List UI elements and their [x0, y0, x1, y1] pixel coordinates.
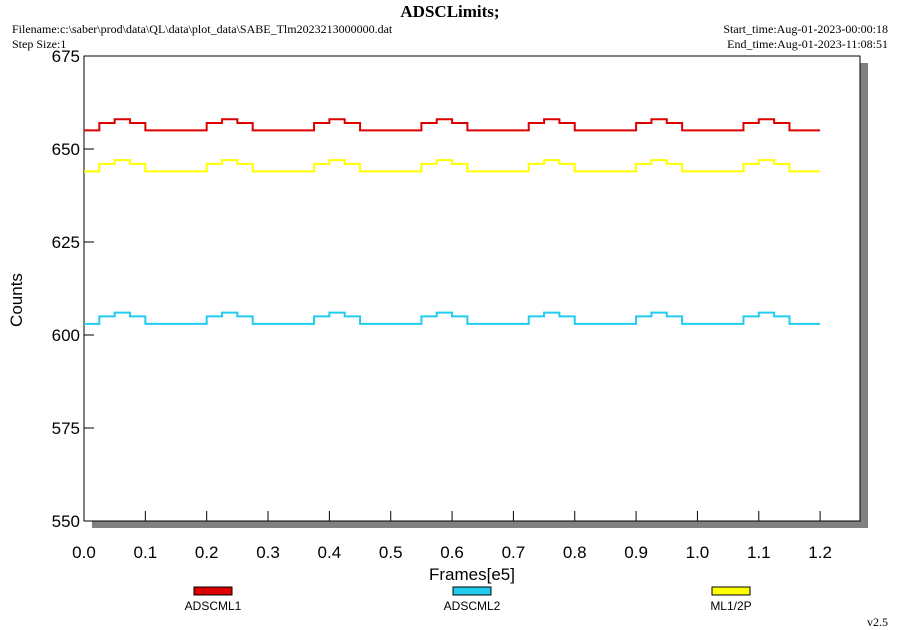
- x-axis-label: Frames[e5]: [429, 565, 515, 584]
- x-tick-label: 0.7: [502, 543, 526, 562]
- x-tick-label: 0.2: [195, 543, 219, 562]
- x-tick-label: 1.2: [808, 543, 832, 562]
- y-tick-label: 625: [52, 233, 80, 252]
- y-tick-label: 575: [52, 419, 80, 438]
- legend-swatch: [452, 586, 492, 596]
- plot-area: [83, 55, 861, 522]
- x-tick-label: 0.9: [624, 543, 648, 562]
- legend-label: ADSCML1: [185, 599, 242, 613]
- y-tick-label: 650: [52, 140, 80, 159]
- series-line: [84, 311, 821, 325]
- start-time: Start_time:Aug-01-2023-00:00:18: [723, 22, 888, 36]
- y-tick-label: 600: [52, 326, 80, 345]
- y-tick-label: 675: [52, 47, 80, 66]
- y-axis-label: Counts: [7, 273, 26, 327]
- legend-swatch: [711, 586, 751, 596]
- x-tick-label: 0.0: [72, 543, 96, 562]
- x-tick-label: 0.8: [563, 543, 587, 562]
- filename: Filename:c:\saber\prod\data\QL\data\plot…: [12, 22, 393, 36]
- series-line: [84, 118, 821, 132]
- x-tick-label: 1.0: [686, 543, 710, 562]
- legend-label: ML1/2P: [710, 599, 751, 613]
- series-line: [84, 159, 821, 173]
- x-tick-label: 0.3: [256, 543, 280, 562]
- version: v2.5: [867, 615, 888, 629]
- x-tick-label: 0.4: [318, 543, 342, 562]
- end-time: End_time:Aug-01-2023-11:08:51: [727, 37, 888, 51]
- x-tick-label: 0.1: [134, 543, 158, 562]
- legend-swatch: [193, 586, 233, 596]
- x-tick-label: 0.6: [440, 543, 464, 562]
- x-tick-label: 0.5: [379, 543, 403, 562]
- chart-title: ADSCLimits;: [400, 2, 499, 21]
- step-size: Step Size:1: [12, 37, 66, 51]
- x-tick-label: 1.1: [747, 543, 771, 562]
- legend-label: ADSCML2: [444, 599, 501, 613]
- y-tick-label: 550: [52, 512, 80, 531]
